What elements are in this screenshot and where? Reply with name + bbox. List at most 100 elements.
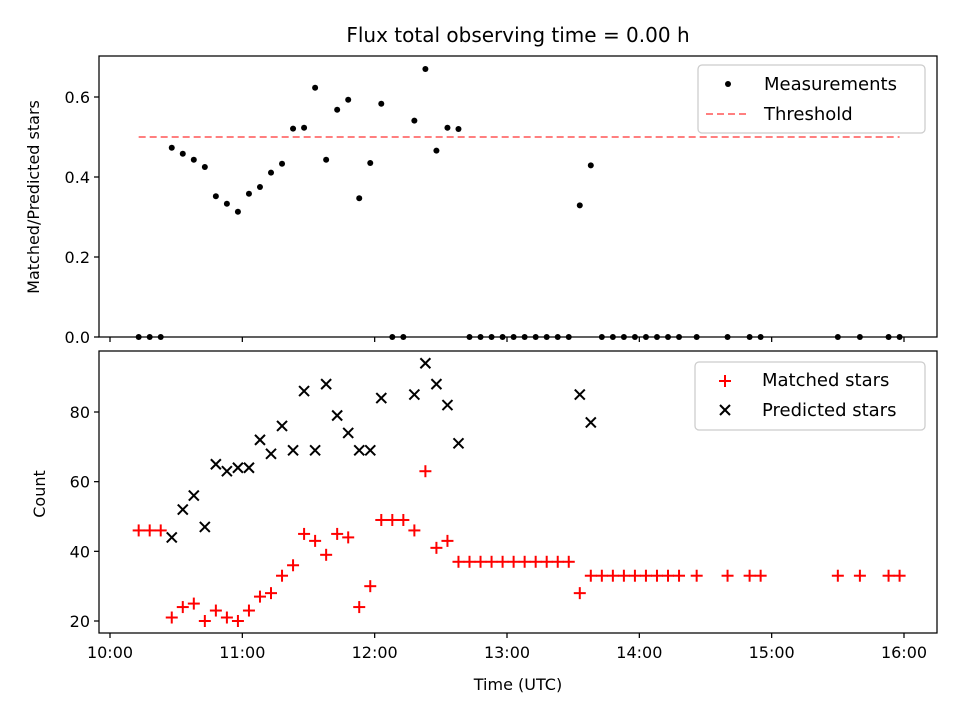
predicted-point	[309, 444, 321, 457]
predicted-point	[353, 444, 365, 457]
matched-point	[231, 615, 244, 627]
matched-point	[276, 569, 289, 582]
measurement-point	[323, 156, 330, 163]
predicted-point	[441, 399, 454, 411]
matched-point	[364, 580, 377, 593]
matched-point	[320, 548, 333, 561]
predicted-point	[188, 489, 200, 502]
matched-point	[690, 569, 703, 582]
matched-point	[242, 604, 255, 617]
measurement-point	[279, 160, 286, 167]
predicted-point	[265, 448, 277, 460]
bottom-chart-plot-area	[132, 357, 906, 627]
legend-matched-label: Matched stars	[762, 370, 889, 391]
top-ytick-label: 0.6	[65, 88, 90, 107]
matched-point	[397, 513, 410, 526]
matched-point	[342, 531, 355, 544]
matched-point	[408, 524, 421, 537]
predicted-point	[331, 409, 343, 422]
measurement-point	[378, 100, 385, 107]
predicted-point	[276, 420, 288, 432]
predicted-point	[232, 462, 244, 474]
top-ytick-label: 0.2	[65, 248, 90, 267]
predicted-point	[364, 444, 376, 457]
bottom-ytick-label: 60	[70, 473, 90, 492]
bottom-chart-frame	[98, 350, 938, 634]
legend-measurements-label: Measurements	[764, 74, 897, 95]
measurement-point	[444, 124, 451, 131]
matched-point	[562, 555, 575, 568]
top-chart-frame	[98, 55, 938, 338]
top-chart-legend: Measurements Threshold	[697, 64, 926, 134]
matched-point	[595, 569, 608, 582]
matched-point	[573, 587, 586, 600]
matched-point	[743, 569, 756, 582]
matched-point	[419, 465, 432, 478]
measurement-point	[201, 164, 208, 170]
top-chart-yticks: 0.0 0.2 0.4 0.6	[65, 88, 99, 347]
measurement-point	[268, 169, 275, 176]
legend-measurements-marker	[725, 81, 731, 87]
matched-point	[673, 569, 686, 582]
matched-point	[485, 555, 498, 568]
measurement-point	[256, 184, 263, 190]
top-chart: Flux total observing time = 0.00 h Match…	[24, 23, 938, 347]
matched-point	[176, 601, 189, 614]
matched-point	[540, 555, 553, 568]
measurement-point	[576, 202, 583, 209]
matched-point	[853, 569, 866, 582]
predicted-point	[430, 378, 443, 390]
bottom-chart-xticks: 10:00 11:00 12:00 13:00 14:00 15:00 16:00	[87, 633, 927, 662]
measurement-point	[345, 96, 352, 103]
predicted-point	[210, 458, 222, 470]
top-ytick-label: 0.0	[65, 328, 90, 347]
bottom-ytick-label: 40	[70, 542, 90, 561]
matched-point	[353, 601, 366, 614]
bottom-chart-ylabel: Count	[30, 470, 49, 518]
matched-point	[430, 541, 443, 554]
measurement-point	[433, 147, 440, 154]
measurement-point	[411, 117, 418, 124]
matched-point	[662, 569, 675, 582]
matched-point	[754, 569, 767, 582]
matched-point	[187, 597, 200, 610]
bottom-chart-legend: Matched stars Predicted stars	[694, 361, 926, 431]
predicted-point	[177, 503, 189, 516]
predicted-point	[221, 465, 233, 477]
bottom-ytick-label: 20	[70, 612, 90, 631]
top-ytick-label: 0.4	[65, 168, 90, 187]
bottom-xtick-label: 16:00	[881, 643, 927, 662]
matched-point	[209, 604, 222, 617]
matched-point	[220, 611, 233, 624]
predicted-point	[585, 416, 597, 429]
matched-point	[463, 555, 476, 568]
matched-point	[154, 524, 167, 537]
matched-point	[628, 569, 641, 582]
predicted-point	[199, 521, 211, 533]
bottom-legend-box	[694, 361, 926, 431]
measurement-point	[455, 126, 462, 132]
predicted-point	[574, 388, 586, 401]
matched-point	[298, 527, 311, 540]
predicted-point	[419, 357, 432, 369]
measurement-point	[312, 84, 319, 91]
measurement-point	[422, 66, 429, 72]
measurement-point	[168, 144, 175, 151]
measurement-point	[212, 193, 219, 200]
top-chart-title: Flux total observing time = 0.00 h	[346, 23, 689, 47]
legend-matched-marker	[719, 375, 731, 387]
predicted-point	[408, 388, 421, 401]
measurement-point	[290, 125, 297, 132]
matched-point	[165, 611, 178, 624]
measurement-point	[234, 208, 241, 215]
matched-point	[507, 555, 520, 568]
matched-point	[551, 555, 564, 568]
measurement-point	[190, 156, 197, 163]
matched-point	[639, 569, 652, 582]
measurement-point	[301, 124, 308, 131]
predicted-point	[320, 378, 332, 390]
matched-point	[606, 569, 619, 582]
measurement-point	[367, 160, 374, 166]
top-legend-box	[697, 64, 926, 134]
legend-threshold-label: Threshold	[763, 104, 853, 125]
